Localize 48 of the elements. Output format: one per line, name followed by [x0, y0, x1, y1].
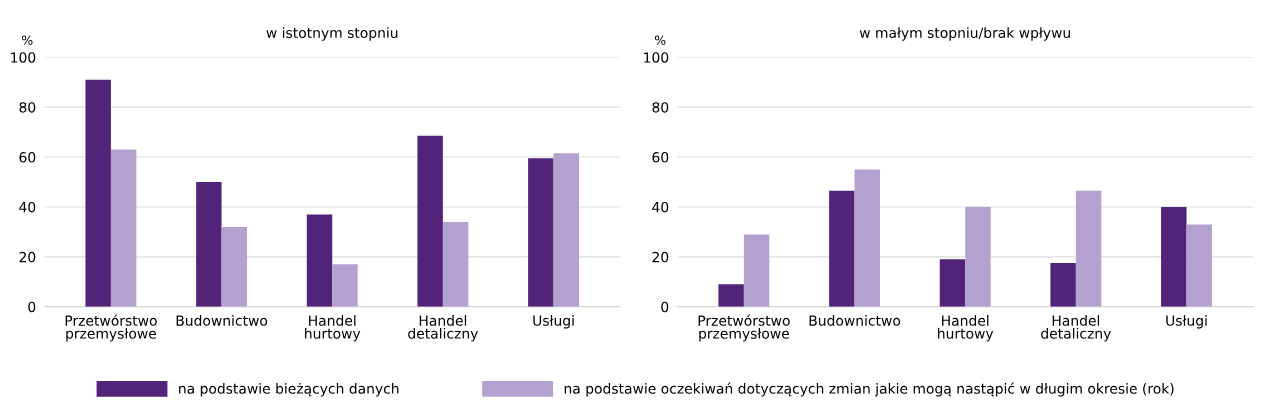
x-tick-label: Handel hurtowy	[305, 315, 361, 342]
bar	[221, 226, 248, 307]
y-tick-label: 80	[19, 102, 36, 113]
bar	[939, 259, 966, 307]
y-tick-label: 100	[11, 52, 36, 63]
bar	[743, 234, 770, 307]
y-axis-title: %	[654, 35, 666, 45]
bar	[965, 206, 991, 307]
y-axis-title: %	[22, 35, 33, 45]
y-tick-label: 60	[19, 152, 36, 163]
chart-title: w małym stopniu/brak wpływu	[859, 27, 1070, 41]
x-tick-label: Budownictwo	[176, 315, 268, 326]
x-tick-label: Handel detaliczny	[408, 315, 478, 342]
bar	[718, 284, 744, 307]
bar	[332, 264, 358, 307]
y-tick-label: 60	[652, 152, 669, 163]
bar	[1075, 190, 1102, 307]
legend-label: na podstawie bieżących danych	[179, 383, 399, 397]
x-tick-label: Handel hurtowy	[938, 315, 994, 342]
y-tick-label: 100	[644, 52, 669, 63]
bar	[417, 135, 443, 307]
bar	[1186, 224, 1212, 307]
legend-label: na podstawie oczekiwań dotyczących zmian jakie mogą nastąpić w długim okresie (rok)	[564, 382, 1174, 397]
y-tick-label: 80	[652, 102, 669, 113]
y-tick-label: 20	[19, 251, 36, 263]
x-tick-label: Handel detaliczny	[1041, 315, 1111, 342]
bar	[1050, 263, 1076, 307]
chart-title: w istotnym stopniu	[266, 27, 398, 41]
y-tick-label: 40	[19, 201, 36, 213]
x-tick-label: Budownictwo	[809, 315, 901, 326]
bar	[829, 190, 855, 307]
bar	[85, 79, 111, 307]
y-tick-label: 0	[28, 301, 36, 313]
y-tick-label: 20	[652, 251, 669, 263]
y-tick-label: 40	[652, 201, 669, 213]
bar	[306, 214, 333, 307]
bar	[110, 149, 137, 307]
x-tick-label: Przetwórstwo przemysłowe	[698, 314, 790, 342]
bar	[854, 169, 880, 307]
bar	[1161, 206, 1187, 307]
x-tick-label: Usługi	[1166, 315, 1207, 329]
y-tick-label: 0	[661, 301, 669, 313]
bar	[196, 182, 222, 307]
x-tick-label: Usługi	[533, 315, 574, 329]
bar	[442, 221, 469, 307]
bar	[528, 158, 554, 307]
bar	[553, 153, 579, 307]
x-tick-label: Przetwórstwo przemysłowe	[65, 314, 157, 342]
